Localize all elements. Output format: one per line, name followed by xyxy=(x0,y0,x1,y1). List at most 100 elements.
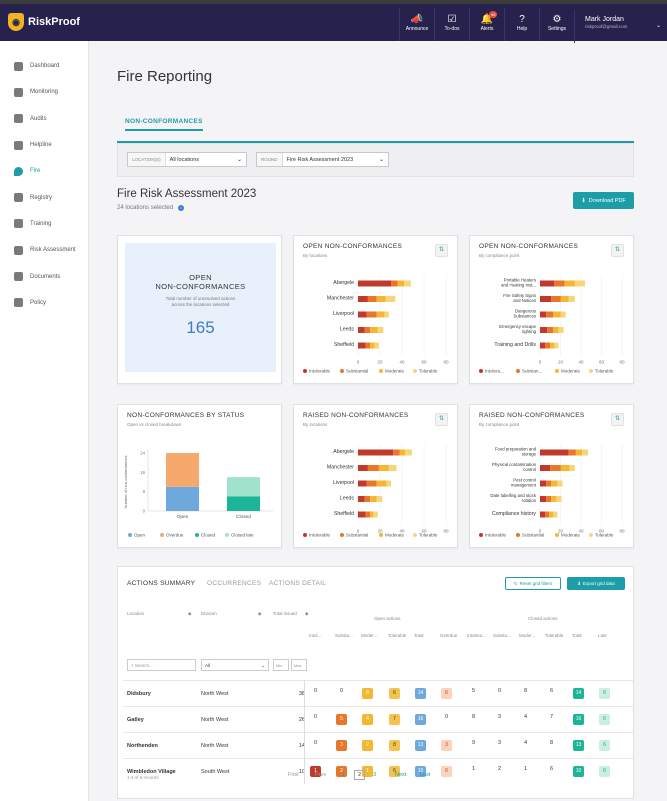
bar-segment[interactable] xyxy=(378,465,389,471)
bar-segment[interactable] xyxy=(553,327,559,333)
bar-segment[interactable] xyxy=(377,327,384,333)
logo[interactable]: ◉ RiskProof xyxy=(8,13,80,31)
cell-open-5[interactable]: 6 xyxy=(440,766,453,777)
nav-alerts[interactable]: 🔔 Alerts 96 xyxy=(469,8,504,41)
cell-open-5[interactable]: 0 xyxy=(440,714,453,720)
cell-open-5[interactable]: 3 xyxy=(440,740,453,751)
bar-segment[interactable] xyxy=(554,342,559,349)
sidebar-item-training[interactable]: Training xyxy=(0,211,88,237)
min-input[interactable]: Min xyxy=(273,659,289,671)
bar-segment[interactable] xyxy=(556,496,562,502)
bar-segment[interactable] xyxy=(550,465,561,471)
bar-segment[interactable] xyxy=(374,342,379,349)
bar-segment[interactable] xyxy=(391,280,398,287)
bar-segment[interactable] xyxy=(358,449,394,456)
bar-segment[interactable] xyxy=(166,486,199,511)
cell-open-3[interactable]: 8 xyxy=(388,740,401,751)
bar-segment[interactable] xyxy=(551,296,561,302)
bar-segment[interactable] xyxy=(227,477,260,497)
bar-segment[interactable] xyxy=(367,296,377,302)
cell-open-4[interactable]: 13 xyxy=(414,740,427,751)
bar-segment[interactable] xyxy=(560,465,570,471)
nav-settings[interactable]: ⚙ Settings xyxy=(539,8,574,41)
bar-segment[interactable] xyxy=(366,480,377,487)
bar-segment[interactable] xyxy=(376,311,385,318)
bar-segment[interactable] xyxy=(553,511,558,518)
bar-segment[interactable] xyxy=(365,342,371,349)
user-menu[interactable]: Mark Jordan riskproof@gmail.com ⌄ xyxy=(574,10,667,43)
bar-segment[interactable] xyxy=(370,342,375,349)
bar-segment[interactable] xyxy=(366,311,377,318)
cell-open-3[interactable]: 6 xyxy=(388,766,401,777)
bar-segment[interactable] xyxy=(564,280,575,287)
nav-help[interactable]: ? Help xyxy=(504,8,539,41)
bar-segment[interactable] xyxy=(540,280,555,287)
bar-segment[interactable] xyxy=(384,311,389,318)
table-row[interactable]: Didsbury North West 38 0 0 8 6 14 6 5 0 8 6 14 6 xyxy=(123,680,633,706)
bar-segment[interactable] xyxy=(582,449,589,456)
bar-segment[interactable] xyxy=(388,465,397,471)
pager-3[interactable]: 3 xyxy=(373,772,377,778)
bar-segment[interactable] xyxy=(558,327,564,333)
tab-actions-summary[interactable]: ACTIONS SUMMARY xyxy=(127,580,196,587)
sort-icon[interactable]: ⇅ xyxy=(435,413,448,426)
tab-actions-detail[interactable]: ACTIONS DETAIL xyxy=(269,580,327,587)
cell-open-2[interactable]: 2 xyxy=(361,740,374,751)
division-select[interactable]: All ⌄ xyxy=(201,659,269,671)
cell-closed-2[interactable]: 4 xyxy=(519,714,532,720)
cell-closed-2[interactable]: 8 xyxy=(519,688,532,694)
bar-segment[interactable] xyxy=(358,496,365,502)
sidebar-item-policy[interactable]: Policy xyxy=(0,290,88,316)
cell-closed-3[interactable]: 7 xyxy=(545,714,558,720)
cell-closed-4[interactable]: 10 xyxy=(572,766,585,777)
cell-closed-1[interactable]: 3 xyxy=(493,714,506,720)
bar-segment[interactable] xyxy=(227,496,260,512)
bar-segment[interactable] xyxy=(358,296,368,302)
cell-closed-2[interactable]: 1 xyxy=(519,766,532,772)
pager-2[interactable]: 2 xyxy=(354,770,366,780)
cell-closed-4[interactable]: 14 xyxy=(572,688,585,699)
bar-segment[interactable] xyxy=(546,496,552,502)
cell-open-0[interactable]: 0 xyxy=(309,714,322,720)
bar-segment[interactable] xyxy=(540,496,547,502)
bar-segment[interactable] xyxy=(546,311,554,318)
bar-segment[interactable] xyxy=(549,511,554,518)
export-grid-data-button[interactable]: ⬇ Export grid data xyxy=(567,577,625,590)
bar-segment[interactable] xyxy=(545,511,550,518)
bar-segment[interactable] xyxy=(358,342,366,349)
cell-closed-5[interactable]: 6 xyxy=(598,688,611,699)
bar-segment[interactable] xyxy=(166,453,199,487)
cell-closed-0[interactable]: 5 xyxy=(467,688,480,694)
bar-segment[interactable] xyxy=(551,496,557,502)
bar-segment[interactable] xyxy=(540,311,547,318)
sidebar-item-monitoring[interactable]: Monitoring xyxy=(0,79,88,105)
bar-segment[interactable] xyxy=(540,327,548,333)
pager-first[interactable]: First xyxy=(288,772,299,778)
cell-open-1[interactable]: 5 xyxy=(335,714,348,725)
cell-closed-1[interactable]: 3 xyxy=(493,740,506,746)
cell-closed-0[interactable]: 1 xyxy=(467,766,480,772)
bar-segment[interactable] xyxy=(540,480,547,487)
cell-open-1[interactable]: 3 xyxy=(335,740,348,751)
bar-segment[interactable] xyxy=(370,327,378,333)
sidebar-item-risk-assessment[interactable]: Risk Assessment xyxy=(0,237,88,263)
bar-segment[interactable] xyxy=(385,296,396,302)
cell-closed-1[interactable]: 0 xyxy=(493,688,506,694)
cell-open-0[interactable]: 1 xyxy=(309,766,322,777)
bar-segment[interactable] xyxy=(386,480,391,487)
cell-closed-5[interactable]: 6 xyxy=(598,714,611,725)
bar-segment[interactable] xyxy=(553,311,561,318)
bar-segment[interactable] xyxy=(367,465,379,471)
sidebar-item-helpline[interactable]: Helpline xyxy=(0,132,88,158)
bar-segment[interactable] xyxy=(376,296,386,302)
bar-segment[interactable] xyxy=(358,280,391,287)
bar-segment[interactable] xyxy=(575,449,583,456)
bar-segment[interactable] xyxy=(546,480,552,487)
sidebar-item-dashboard[interactable]: Dashboard xyxy=(0,53,88,79)
bar-segment[interactable] xyxy=(399,449,406,456)
sort-icon[interactable]: ◆ xyxy=(188,611,192,616)
cell-open-1[interactable]: 2 xyxy=(335,766,348,777)
sidebar-item-fire[interactable]: Fire xyxy=(0,158,88,184)
cell-closed-3[interactable]: 6 xyxy=(545,688,558,694)
sort-icon[interactable]: ◆ xyxy=(258,611,262,616)
